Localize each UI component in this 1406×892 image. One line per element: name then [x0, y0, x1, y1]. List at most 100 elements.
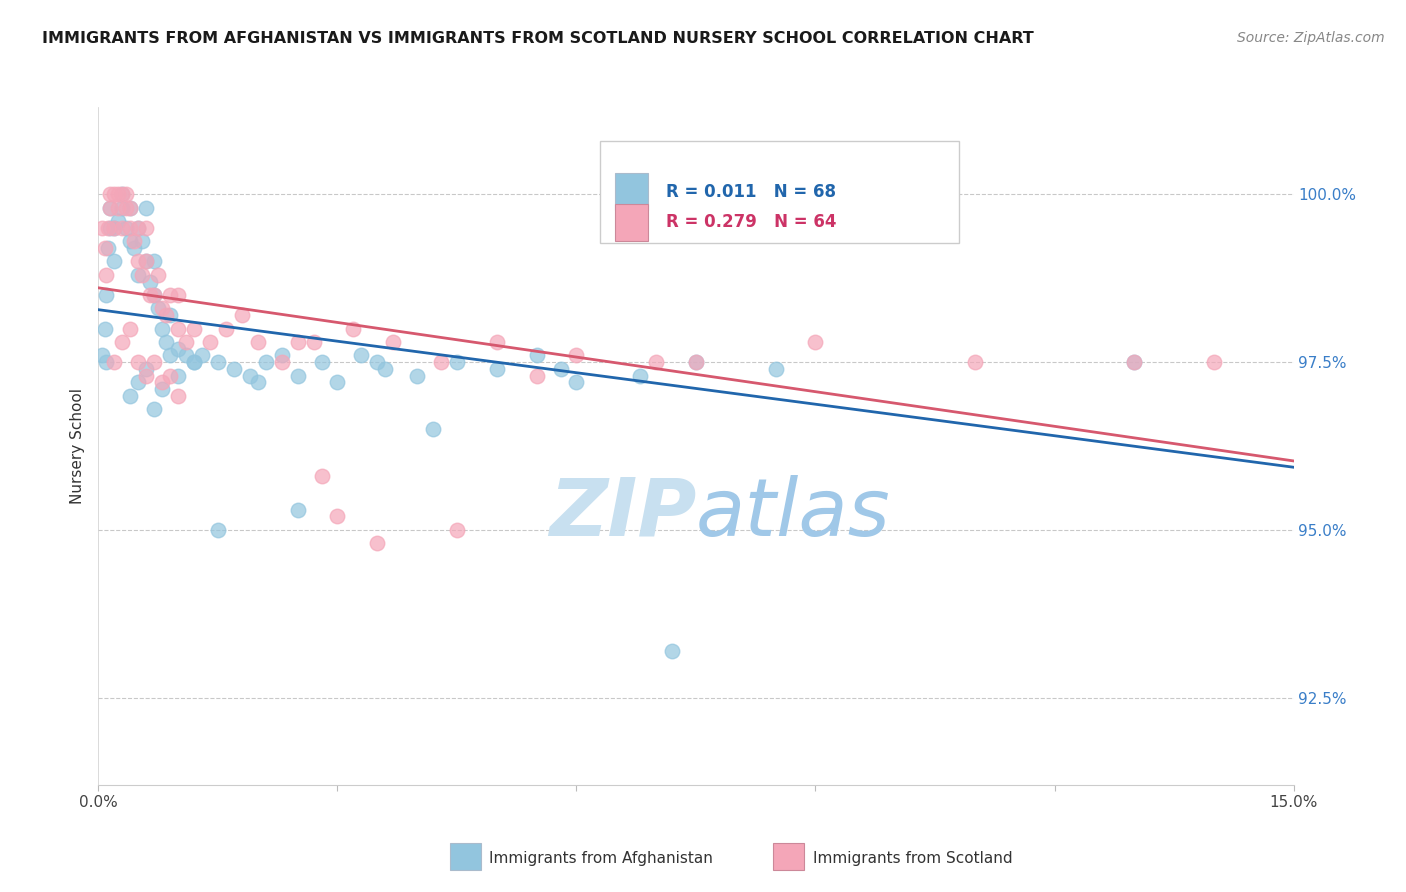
Text: ZIP: ZIP	[548, 475, 696, 553]
Point	[342, 321, 364, 335]
Point	[103, 220, 125, 235]
Point	[139, 275, 162, 289]
Point	[124, 234, 146, 248]
Point	[98, 201, 122, 215]
Point	[111, 334, 134, 349]
Point	[406, 368, 429, 383]
Point	[98, 187, 122, 202]
Point	[661, 644, 683, 658]
Point	[107, 201, 129, 215]
Point	[91, 220, 114, 235]
Point	[430, 355, 453, 369]
Point	[1123, 355, 1146, 369]
Point	[311, 469, 333, 483]
Point	[167, 389, 190, 403]
Point	[143, 288, 166, 302]
Point	[96, 288, 118, 302]
Point	[135, 201, 157, 215]
Text: IMMIGRANTS FROM AFGHANISTAN VS IMMIGRANTS FROM SCOTLAND NURSERY SCHOOL CORRELATI: IMMIGRANTS FROM AFGHANISTAN VS IMMIGRANT…	[42, 31, 1033, 46]
Point	[550, 361, 572, 376]
FancyBboxPatch shape	[600, 141, 959, 243]
Point	[98, 201, 122, 215]
Point	[526, 348, 548, 362]
Point	[96, 268, 118, 282]
Point	[174, 334, 197, 349]
Point	[174, 348, 197, 362]
Point	[685, 355, 707, 369]
Point	[963, 355, 986, 369]
Point	[565, 348, 588, 362]
Point	[207, 355, 229, 369]
Point	[115, 201, 138, 215]
Point	[446, 355, 468, 369]
Point	[127, 220, 149, 235]
Point	[159, 348, 181, 362]
Point	[150, 301, 173, 316]
Point	[526, 368, 548, 383]
Point	[135, 361, 157, 376]
Point	[120, 321, 142, 335]
Point	[311, 355, 333, 369]
Point	[127, 220, 149, 235]
Point	[924, 187, 946, 202]
Point	[155, 308, 177, 322]
Point	[565, 376, 588, 390]
Point	[254, 355, 277, 369]
Point	[131, 268, 153, 282]
Point	[111, 201, 134, 215]
Point	[326, 376, 349, 390]
Point	[350, 348, 373, 362]
Point	[124, 241, 146, 255]
Point	[302, 334, 325, 349]
Point	[167, 368, 190, 383]
Point	[143, 355, 166, 369]
Point	[111, 220, 134, 235]
Point	[111, 187, 134, 202]
Point	[111, 187, 134, 202]
Point	[287, 334, 309, 349]
Point	[198, 334, 221, 349]
Bar	[614, 173, 648, 211]
Point	[135, 220, 157, 235]
Point	[645, 355, 668, 369]
Point	[107, 187, 129, 202]
Point	[143, 254, 166, 268]
Point	[1202, 355, 1225, 369]
Point	[120, 389, 142, 403]
Text: Immigrants from Scotland: Immigrants from Scotland	[813, 851, 1012, 865]
Point	[804, 334, 827, 349]
Point	[485, 334, 508, 349]
Point	[143, 288, 166, 302]
Point	[167, 342, 190, 356]
Point	[1123, 355, 1146, 369]
Point	[115, 187, 138, 202]
Text: R = 0.279   N = 64: R = 0.279 N = 64	[666, 213, 837, 231]
Point	[148, 301, 170, 316]
Point	[135, 254, 157, 268]
Y-axis label: Nursery School: Nursery School	[70, 388, 86, 504]
Point	[98, 220, 122, 235]
Point	[222, 361, 245, 376]
Point	[150, 321, 173, 335]
Point	[120, 201, 142, 215]
Point	[167, 288, 190, 302]
Point	[183, 321, 205, 335]
Bar	[614, 203, 648, 241]
Point	[485, 361, 508, 376]
Point	[115, 220, 138, 235]
Point	[628, 368, 651, 383]
Point	[287, 502, 309, 516]
Point	[103, 187, 125, 202]
Point	[120, 201, 142, 215]
Point	[246, 334, 269, 349]
Point	[139, 288, 162, 302]
Point	[127, 268, 149, 282]
Point	[159, 308, 181, 322]
Point	[382, 334, 405, 349]
Point	[127, 254, 149, 268]
Point	[366, 536, 388, 550]
Point	[94, 321, 117, 335]
Point	[215, 321, 238, 335]
Point	[97, 241, 120, 255]
Point	[167, 321, 190, 335]
